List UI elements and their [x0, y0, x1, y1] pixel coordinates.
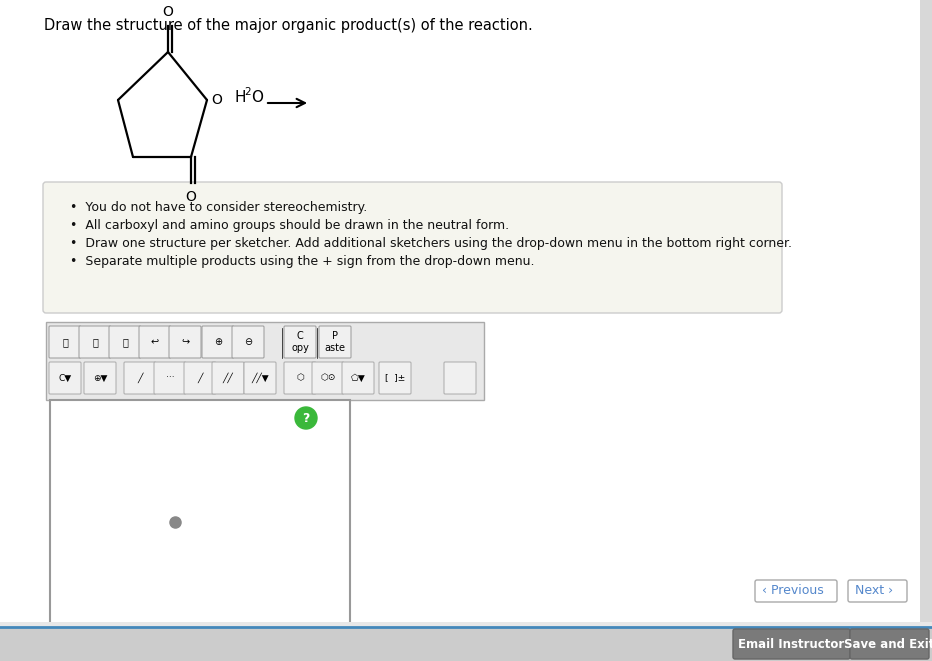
Bar — [0, 622, 932, 642]
Text: [  ]±: [ ]± — [385, 373, 405, 383]
Text: •  Separate multiple products using the + sign from the drop-down menu.: • Separate multiple products using the +… — [70, 254, 534, 268]
FancyBboxPatch shape — [755, 580, 837, 602]
Text: O: O — [162, 5, 173, 19]
FancyBboxPatch shape — [139, 326, 171, 358]
Text: O: O — [211, 93, 222, 107]
Text: ✋: ✋ — [62, 337, 68, 347]
FancyBboxPatch shape — [848, 580, 907, 602]
Text: C
opy: C opy — [291, 331, 308, 353]
Circle shape — [295, 407, 317, 429]
FancyBboxPatch shape — [319, 326, 351, 358]
FancyBboxPatch shape — [212, 362, 244, 394]
Text: ⊕▼: ⊕▼ — [93, 373, 107, 383]
Text: ╱╱: ╱╱ — [223, 373, 233, 383]
Text: 🩷: 🩷 — [122, 337, 128, 347]
FancyBboxPatch shape — [850, 629, 929, 659]
FancyBboxPatch shape — [379, 362, 411, 394]
FancyBboxPatch shape — [312, 362, 344, 394]
Bar — [0, 627, 932, 661]
Text: ↪: ↪ — [181, 337, 189, 347]
FancyBboxPatch shape — [284, 326, 316, 358]
Text: Email Instructor: Email Instructor — [738, 637, 844, 650]
FancyBboxPatch shape — [184, 362, 216, 394]
FancyBboxPatch shape — [49, 326, 81, 358]
FancyBboxPatch shape — [49, 362, 81, 394]
FancyBboxPatch shape — [169, 326, 201, 358]
Text: •  You do not have to consider stereochemistry.: • You do not have to consider stereochem… — [70, 200, 367, 214]
Text: O: O — [185, 190, 197, 204]
FancyBboxPatch shape — [43, 182, 782, 313]
FancyBboxPatch shape — [244, 362, 276, 394]
FancyBboxPatch shape — [733, 629, 850, 659]
Text: Save and Exit: Save and Exit — [843, 637, 932, 650]
Text: Draw the structure of the major organic product(s) of the reaction.: Draw the structure of the major organic … — [44, 18, 533, 33]
Text: 2: 2 — [244, 87, 251, 97]
Text: ?: ? — [302, 412, 309, 424]
Text: ⊖: ⊖ — [244, 337, 252, 347]
Text: ╱╱▼: ╱╱▼ — [252, 373, 268, 383]
FancyBboxPatch shape — [284, 362, 316, 394]
Bar — [50, 400, 350, 625]
Bar — [920, 0, 932, 661]
FancyBboxPatch shape — [444, 362, 476, 394]
Text: ···: ··· — [166, 373, 174, 383]
Text: •  Draw one structure per sketcher. Add additional sketchers using the drop-down: • Draw one structure per sketcher. Add a… — [70, 237, 792, 249]
Bar — [46, 322, 484, 400]
Text: ⊕: ⊕ — [214, 337, 222, 347]
FancyBboxPatch shape — [109, 326, 141, 358]
Text: O: O — [251, 89, 263, 104]
FancyBboxPatch shape — [232, 326, 264, 358]
Text: •  All carboxyl and amino groups should be drawn in the neutral form.: • All carboxyl and amino groups should b… — [70, 219, 509, 231]
Text: ‹ Previous: ‹ Previous — [762, 584, 824, 598]
FancyBboxPatch shape — [342, 362, 374, 394]
Text: H: H — [234, 89, 245, 104]
FancyBboxPatch shape — [124, 362, 156, 394]
Text: ↩: ↩ — [151, 337, 159, 347]
Text: ⬠▼: ⬠▼ — [350, 373, 365, 383]
FancyBboxPatch shape — [79, 326, 111, 358]
Text: P
aste: P aste — [324, 331, 346, 353]
Text: ⬡⊙: ⬡⊙ — [321, 373, 336, 383]
Text: C▼: C▼ — [59, 373, 72, 383]
FancyBboxPatch shape — [84, 362, 116, 394]
Text: ╱: ╱ — [198, 373, 202, 383]
FancyBboxPatch shape — [202, 326, 234, 358]
Text: ╱: ╱ — [137, 373, 143, 383]
Text: ⬡: ⬡ — [296, 373, 304, 383]
FancyBboxPatch shape — [154, 362, 186, 394]
Text: 🧴: 🧴 — [92, 337, 98, 347]
Text: Next ›: Next › — [855, 584, 893, 598]
